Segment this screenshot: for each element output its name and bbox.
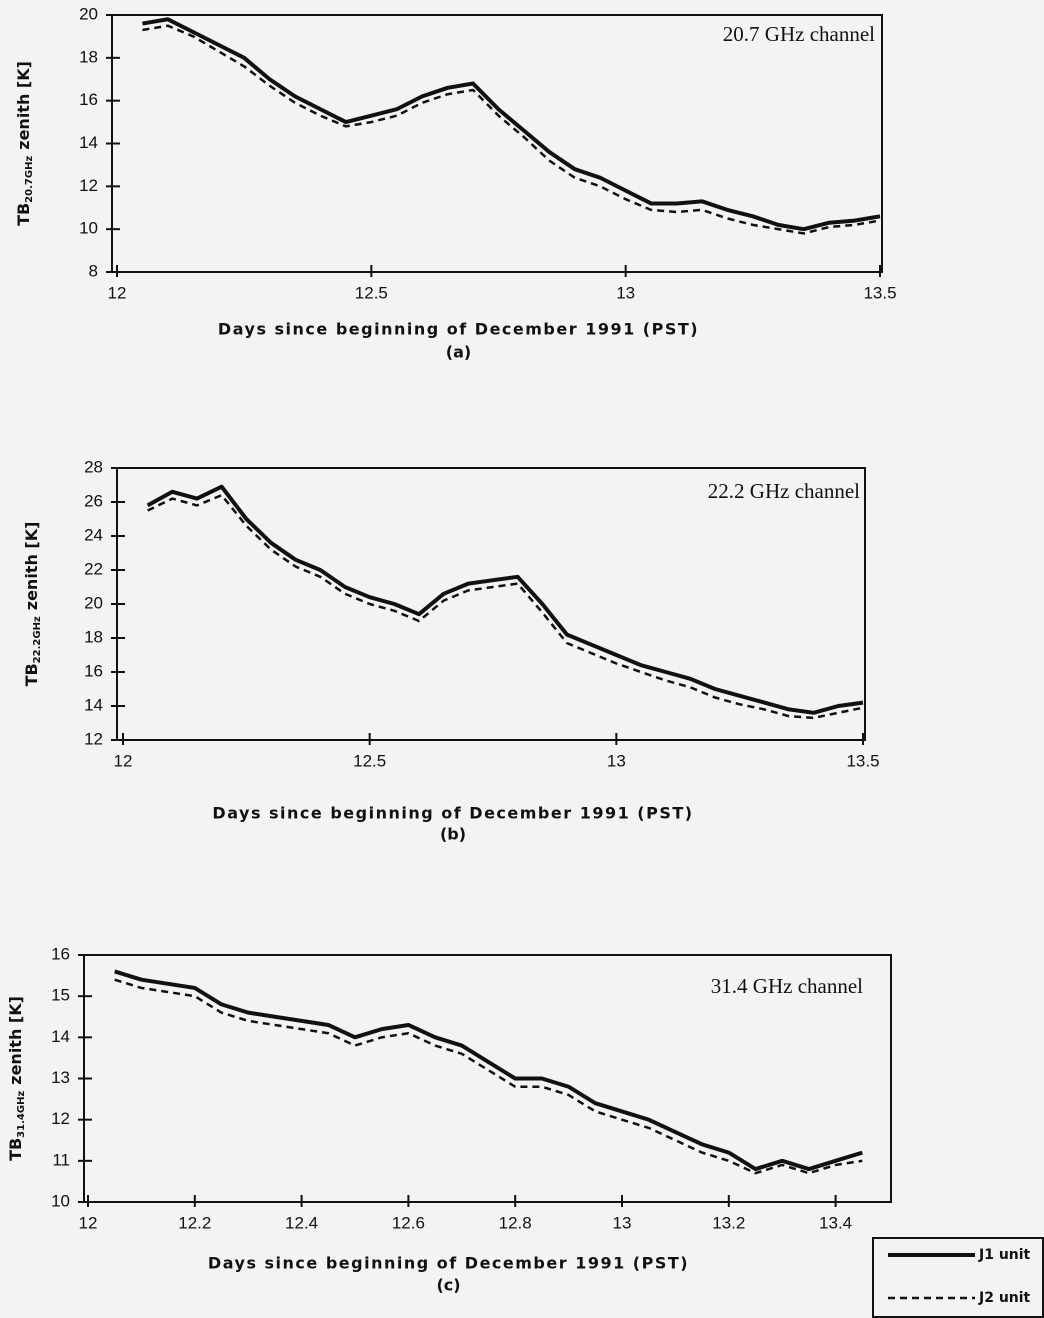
- y-tick-label: 11: [52, 1150, 70, 1169]
- x-tick-label: 12.8: [499, 1213, 532, 1232]
- legend-label: J2 unit: [978, 1290, 1031, 1306]
- series-line: [114, 978, 863, 1175]
- series-line: [146, 484, 864, 715]
- y-tick-label: 12: [84, 729, 103, 748]
- y-tick-label: 20: [84, 593, 103, 612]
- legend-label: J1 unit: [978, 1247, 1031, 1263]
- series-line: [142, 17, 881, 232]
- y-tick-label: 14: [84, 695, 103, 714]
- y-tick-label: 12: [79, 176, 98, 195]
- y-tick-label: 14: [79, 133, 98, 152]
- y-tick-label: 13: [51, 1068, 70, 1087]
- y-tick-label: 8: [89, 261, 98, 280]
- y-tick-label: 20: [79, 4, 98, 23]
- legend: J1 unit J2 unit: [872, 1237, 1044, 1318]
- y-tick-label: 12: [51, 1109, 70, 1128]
- y-tick-label: 14: [51, 1027, 70, 1046]
- x-tick-label: 12.4: [285, 1213, 318, 1232]
- chart: 10 11 12 13 14 15 16 12 12.2 12.4 12.6 12.8 13 13.2 13…: [6, 944, 892, 1295]
- legend-frame: [872, 1237, 1044, 1318]
- chart: 8 10 12 14 16 18 20 12 12.5 13 13.5 20.7 GHz channe…: [14, 4, 897, 361]
- y-label-rest: zenith [K]: [14, 61, 33, 150]
- caption: (a): [446, 343, 471, 362]
- y-tick-label: 10: [51, 1191, 70, 1210]
- x-tick-label: 12: [114, 751, 133, 770]
- x-tick-label: 13.4: [819, 1213, 852, 1232]
- y-axis-label: TB22.2GHz zenith [K]: [22, 522, 44, 687]
- caption: (b): [440, 825, 466, 844]
- y-tick-label: 18: [79, 47, 98, 66]
- series-line: [147, 493, 864, 720]
- y-tick-label: 15: [51, 986, 70, 1005]
- x-axis-label: Days since beginning of December 1991 (P…: [218, 320, 699, 339]
- x-tick-label: 12: [108, 283, 127, 302]
- y-label-rest: zenith [K]: [6, 996, 25, 1085]
- y-tick-label: 24: [84, 525, 103, 544]
- x-tick-label: 13.2: [712, 1213, 745, 1232]
- y-tick-label: 18: [84, 627, 103, 646]
- channel-label: 22.2 GHz channel: [708, 479, 860, 503]
- x-tick-label: 13.5: [863, 283, 896, 302]
- series-line: [114, 969, 863, 1172]
- x-tick-label: 12.5: [355, 283, 388, 302]
- y-label-sub: 31.4GHz: [16, 1091, 27, 1138]
- y-axis-label: TB20.7GHz zenith [K]: [14, 61, 36, 226]
- channel-label: 31.4 GHz channel: [711, 974, 863, 998]
- y-tick-label: 16: [84, 661, 103, 680]
- y-label-main: TB: [22, 663, 41, 686]
- caption: (c): [436, 1276, 460, 1295]
- x-axis-label: Days since beginning of December 1991 (P…: [212, 804, 693, 823]
- y-label-sub: 22.2GHz: [32, 616, 43, 663]
- x-axis-label: Days since beginning of December 1991 (P…: [208, 1254, 689, 1273]
- y-tick-label: 28: [84, 457, 103, 476]
- plot-frame: [111, 14, 883, 273]
- y-axis-label: TB31.4GHz zenith [K]: [6, 996, 28, 1161]
- x-tick-label: 13: [613, 1213, 632, 1232]
- channel-label: 20.7 GHz channel: [723, 22, 875, 46]
- x-tick-label: 13: [607, 751, 626, 770]
- chart: 12 14 16 18 20 22 24 26 28 12 12.5 13 13.5 22.2 GHz c…: [22, 457, 880, 843]
- y-label-main: TB: [6, 1138, 25, 1161]
- series-line: [142, 24, 881, 235]
- y-label-main: TB: [14, 203, 33, 226]
- y-tick-label: 26: [84, 491, 103, 510]
- y-tick-label: 16: [51, 944, 70, 963]
- x-tick-label: 12: [79, 1213, 98, 1232]
- y-tick-label: 22: [84, 559, 103, 578]
- y-tick-label: 16: [79, 90, 98, 109]
- x-tick-label: 13: [616, 283, 635, 302]
- x-tick-label: 12.5: [353, 751, 386, 770]
- y-label-rest: zenith [K]: [22, 522, 41, 611]
- y-tick-label: 10: [79, 219, 98, 238]
- x-tick-label: 13.5: [846, 751, 879, 770]
- x-tick-label: 12.6: [392, 1213, 425, 1232]
- x-tick-label: 12.2: [178, 1213, 211, 1232]
- y-label-sub: 20.7GHz: [24, 156, 35, 203]
